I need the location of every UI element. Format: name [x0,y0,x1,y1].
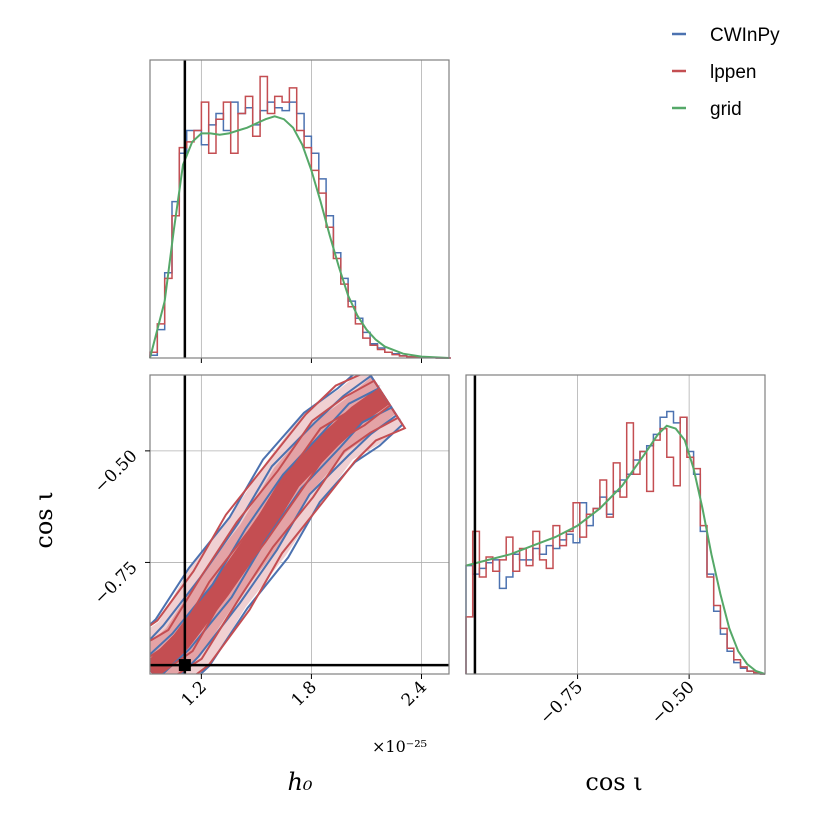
cosi-left-tick-label-1: −0.50 [91,446,142,497]
joint-contour-lppen-innermost [150,375,407,674]
h0-axis-label: h₀ [287,768,312,796]
h0-marginal-frame [149,59,450,359]
joint-contour-lppen-outer [150,387,392,674]
h0-marginal-panel [149,59,451,363]
joint-sample-point [146,657,148,659]
legend-label-grid: grid [710,99,742,120]
joint-contour-fill-outer [150,387,390,674]
h0-tick-label-0: 1.2 [178,677,211,710]
legend-label-cwinpy: CWInPy [710,25,780,46]
h0-hist-lppen [149,75,451,359]
joint-sample-point [144,672,146,674]
cosi-axis-label-bottom: cos ι [585,768,642,796]
joint-sample-point [378,384,381,387]
cosi-hist-cwinpy [465,410,765,675]
h0-offset-text: ×10⁻²⁵ [372,737,427,756]
joint-contour-lppen-middle [150,379,400,674]
cosi-bottom-tick-label-1: −0.50 [648,677,699,728]
joint-contour-cwinpy-middle [150,375,398,674]
cosi-marginal-frame [465,374,766,675]
legend: CWInPy lppen grid [672,25,780,120]
cosi-left-tick-label-0: −0.75 [91,558,142,609]
legend-label-lppen: lppen [710,62,757,83]
joint-contours [144,375,407,685]
joint-frame [149,374,450,675]
joint-contour-cwinpy-innermost [150,375,404,674]
joint-sample-point [144,655,146,657]
joint-truth-marker [178,659,191,672]
cosi-axis-label-left: cos ι [30,491,58,548]
joint-posterior-panel: 1.2 1.8 2.4 −0.75 −0.50 [91,374,450,711]
cosi-hist-lppen [465,416,765,675]
joint-sample-point [183,683,185,685]
joint-sample-point [147,637,149,639]
cosi-marginal-panel: −0.75 −0.50 [465,374,766,728]
h0-grid-curve [149,115,450,359]
h0-tick-label-2: 2.4 [398,677,431,710]
h0-tick-label-1: 1.8 [288,677,321,710]
cosi-grid-curve [465,424,766,675]
cosi-bottom-tick-label-0: −0.75 [536,677,587,728]
